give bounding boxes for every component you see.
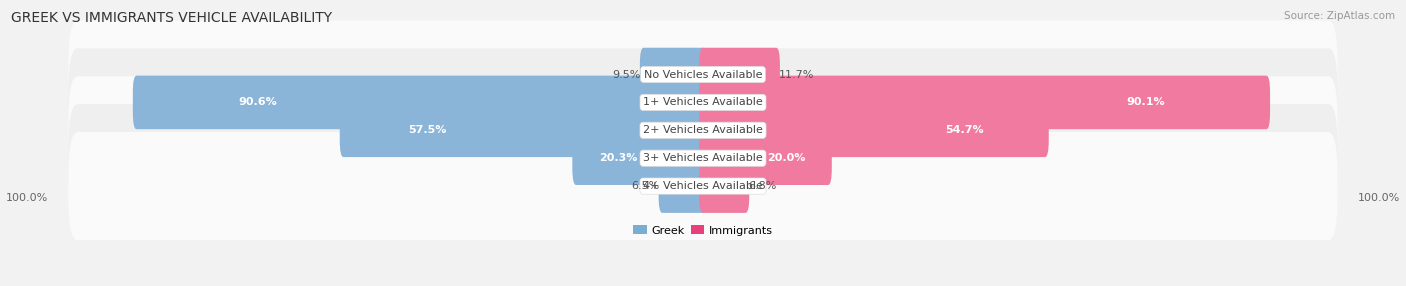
FancyBboxPatch shape (699, 132, 832, 185)
Text: 6.5%: 6.5% (631, 181, 659, 191)
Text: 100.0%: 100.0% (6, 193, 48, 203)
Text: 11.7%: 11.7% (779, 69, 814, 80)
FancyBboxPatch shape (640, 48, 707, 101)
FancyBboxPatch shape (69, 20, 1337, 129)
Text: 100.0%: 100.0% (1358, 193, 1400, 203)
Text: 9.5%: 9.5% (612, 69, 641, 80)
Text: 20.0%: 20.0% (768, 153, 806, 163)
FancyBboxPatch shape (69, 132, 1337, 240)
Text: 57.5%: 57.5% (408, 125, 447, 135)
Text: No Vehicles Available: No Vehicles Available (644, 69, 762, 80)
Text: 1+ Vehicles Available: 1+ Vehicles Available (643, 98, 763, 108)
Text: 3+ Vehicles Available: 3+ Vehicles Available (643, 153, 763, 163)
Text: 54.7%: 54.7% (945, 125, 983, 135)
Text: 90.1%: 90.1% (1126, 98, 1166, 108)
Text: 6.8%: 6.8% (748, 181, 778, 191)
FancyBboxPatch shape (69, 48, 1337, 156)
FancyBboxPatch shape (132, 76, 707, 129)
Text: 2+ Vehicles Available: 2+ Vehicles Available (643, 125, 763, 135)
FancyBboxPatch shape (69, 104, 1337, 212)
Text: 90.6%: 90.6% (239, 98, 277, 108)
FancyBboxPatch shape (340, 104, 707, 157)
FancyBboxPatch shape (658, 159, 707, 213)
FancyBboxPatch shape (572, 132, 707, 185)
FancyBboxPatch shape (69, 76, 1337, 184)
Text: Source: ZipAtlas.com: Source: ZipAtlas.com (1284, 11, 1395, 21)
FancyBboxPatch shape (699, 159, 749, 213)
FancyBboxPatch shape (699, 76, 1270, 129)
Text: GREEK VS IMMIGRANTS VEHICLE AVAILABILITY: GREEK VS IMMIGRANTS VEHICLE AVAILABILITY (11, 11, 332, 25)
FancyBboxPatch shape (699, 104, 1049, 157)
FancyBboxPatch shape (699, 48, 780, 101)
Text: 4+ Vehicles Available: 4+ Vehicles Available (643, 181, 763, 191)
Legend: Greek, Immigrants: Greek, Immigrants (628, 221, 778, 240)
Text: 20.3%: 20.3% (599, 153, 637, 163)
